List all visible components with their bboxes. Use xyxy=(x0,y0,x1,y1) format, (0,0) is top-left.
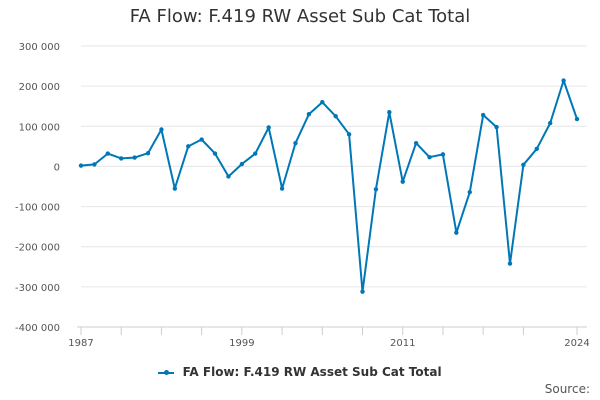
data-point xyxy=(253,151,258,156)
data-point xyxy=(320,100,325,105)
data-point xyxy=(574,116,580,122)
y-tick-label: -400 000 xyxy=(15,323,60,334)
data-point xyxy=(494,124,499,130)
x-tick-label: 2011 xyxy=(390,338,415,349)
legend-label: FA Flow: F.419 RW Asset Sub Cat Total xyxy=(182,365,442,379)
data-point xyxy=(145,150,151,156)
data-point xyxy=(306,112,312,117)
data-point xyxy=(547,120,553,126)
series-line xyxy=(80,79,578,293)
y-tick-label: -200 000 xyxy=(15,243,60,254)
data-point xyxy=(387,110,392,115)
data-point xyxy=(521,162,526,168)
data-point xyxy=(239,161,245,167)
data-point xyxy=(413,140,419,146)
data-point xyxy=(360,289,365,294)
data-point xyxy=(427,154,432,160)
y-tick-label: -300 000 xyxy=(15,283,60,294)
data-point xyxy=(119,156,124,161)
data-point xyxy=(346,132,352,137)
data-point xyxy=(266,125,271,130)
y-tick-label: 200 000 xyxy=(19,82,60,93)
data-point xyxy=(480,112,486,118)
y-tick-label: 0 xyxy=(54,162,60,173)
data-point xyxy=(279,186,285,191)
data-point xyxy=(92,162,97,167)
x-tick-label: 1999 xyxy=(229,338,254,349)
data-point xyxy=(293,140,298,146)
data-point xyxy=(78,163,84,168)
data-point xyxy=(212,151,218,156)
data-point xyxy=(467,189,472,195)
data-point xyxy=(105,151,111,156)
data-point xyxy=(159,127,164,132)
data-point xyxy=(561,78,566,83)
y-tick-label: -100 000 xyxy=(15,203,60,214)
data-point xyxy=(440,152,446,157)
data-point xyxy=(333,114,338,119)
data-point xyxy=(507,261,513,266)
data-point xyxy=(373,187,379,192)
legend-swatch xyxy=(158,369,175,375)
y-tick-label: 300 000 xyxy=(19,42,60,53)
data-point xyxy=(534,146,539,151)
data-point xyxy=(226,174,231,179)
data-point xyxy=(454,230,459,235)
data-point xyxy=(400,179,405,184)
chart-title: FA Flow: F.419 RW Asset Sub Cat Total xyxy=(129,6,471,27)
data-point xyxy=(199,137,204,142)
data-point xyxy=(132,155,137,160)
data-point xyxy=(172,186,178,191)
x-tick-label: 2024 xyxy=(564,338,589,349)
legend[interactable]: FA Flow: F.419 RW Asset Sub Cat Total xyxy=(0,365,600,379)
y-tick-label: 100 000 xyxy=(19,122,60,133)
x-tick-label: 1987 xyxy=(68,338,93,349)
source-label: Source: xyxy=(544,382,590,396)
data-point xyxy=(186,144,191,149)
